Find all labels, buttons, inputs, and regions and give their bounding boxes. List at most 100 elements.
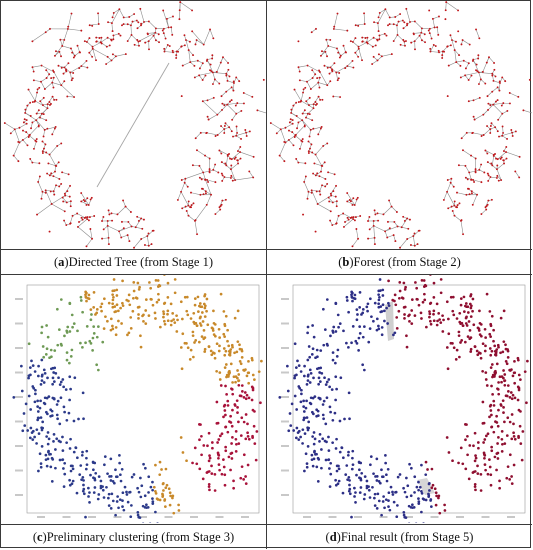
- scatter-point: [510, 482, 514, 485]
- tree-edge: [28, 89, 36, 102]
- scatter-point: [443, 503, 446, 507]
- scatter-point: [311, 435, 314, 438]
- scatter-point: [351, 449, 355, 453]
- scatter-point: [196, 295, 200, 299]
- scatter-point: [137, 313, 140, 316]
- tree-node: [345, 51, 347, 54]
- scatter-point: [218, 378, 222, 381]
- scatter-point: [72, 322, 76, 325]
- tree-node: [134, 226, 137, 229]
- tree-edge: [195, 132, 201, 139]
- scatter-point: [151, 500, 155, 503]
- tree-edge: [347, 201, 355, 206]
- tree-node: [454, 40, 457, 43]
- tree-node: [126, 234, 129, 237]
- scatter-point: [508, 420, 512, 424]
- tree-node: [230, 158, 233, 161]
- tree-node: [402, 38, 405, 41]
- tree-node: [467, 100, 470, 103]
- tree-edge: [44, 82, 53, 90]
- scatter-point: [237, 442, 241, 446]
- scatter-point: [387, 505, 390, 508]
- tree-node: [40, 80, 42, 83]
- scatter-point: [420, 317, 423, 320]
- tree-edge: [69, 72, 73, 81]
- tree-node: [236, 159, 239, 162]
- tree-node: [361, 40, 364, 43]
- scatter-point: [469, 347, 473, 351]
- scatter-point: [236, 309, 240, 313]
- scatter-point: [315, 367, 319, 371]
- tree-edge: [135, 226, 143, 230]
- caption-b-letter: b: [342, 254, 350, 269]
- scatter-point: [81, 310, 84, 314]
- tree-node: [471, 132, 474, 135]
- tree-node: [95, 36, 98, 39]
- tree-node: [392, 23, 395, 26]
- scatter-point: [469, 315, 473, 318]
- tree-edge: [118, 226, 132, 232]
- tree-node: [199, 193, 202, 196]
- tree-node: [494, 100, 497, 103]
- tree-node: [314, 100, 317, 103]
- tree-node: [297, 40, 300, 43]
- scatter-point: [107, 492, 111, 496]
- scatter-point: [472, 323, 476, 327]
- scatter-point: [358, 332, 362, 335]
- tree-node: [310, 31, 313, 34]
- scatter-point: [432, 319, 436, 323]
- scatter-point: [192, 311, 196, 315]
- tree-edge: [352, 41, 359, 47]
- tree-node: [480, 181, 483, 184]
- scatter-point: [154, 489, 157, 493]
- tree-node: [208, 157, 211, 160]
- tree-edge: [49, 145, 58, 155]
- tree-edge: [54, 165, 56, 172]
- scatter-point: [33, 435, 36, 439]
- scatter-point: [318, 397, 322, 400]
- tree-node: [320, 170, 322, 173]
- tree-edge: [456, 192, 467, 196]
- scatter-point: [161, 492, 164, 496]
- tree-node: [373, 21, 376, 24]
- tree-node: [61, 171, 64, 174]
- tree-edge: [81, 201, 89, 206]
- tree-edge: [231, 113, 237, 120]
- tree-node: [44, 189, 47, 192]
- scatter-point: [329, 334, 332, 338]
- tree-node: [172, 15, 174, 18]
- tree-edge: [196, 149, 206, 156]
- tree-node: [312, 107, 315, 110]
- scatter-point: [373, 504, 377, 507]
- scatter-point: [229, 452, 233, 455]
- scatter-point: [58, 383, 62, 386]
- tree-node: [298, 70, 301, 73]
- tree-node: [311, 119, 314, 122]
- tree-node: [528, 78, 531, 81]
- tree-edge: [388, 200, 392, 207]
- scatter-point: [69, 469, 73, 473]
- scatter-point: [413, 475, 417, 479]
- scatter-point: [372, 319, 375, 323]
- tree-node: [221, 174, 224, 177]
- tree-node: [212, 168, 215, 171]
- scatter-point: [354, 339, 358, 343]
- scatter-point: [63, 472, 67, 476]
- tree-node: [177, 50, 180, 53]
- scatter-point: [186, 313, 190, 317]
- scatter-point: [243, 391, 247, 394]
- tree-node: [480, 163, 483, 166]
- tree-edge: [468, 172, 472, 180]
- tree-node: [239, 157, 242, 160]
- scatter-point: [467, 477, 471, 481]
- tree-node: [344, 221, 346, 223]
- tree-edge: [111, 9, 120, 24]
- scatter-point: [117, 309, 120, 313]
- scatter-point: [39, 465, 43, 469]
- scatter-point: [84, 295, 88, 299]
- tree-node: [390, 205, 393, 208]
- x-tick-label-mark: [507, 516, 515, 518]
- scatter-point: [149, 297, 153, 301]
- tree-edge: [377, 9, 386, 24]
- tree-node: [500, 104, 503, 107]
